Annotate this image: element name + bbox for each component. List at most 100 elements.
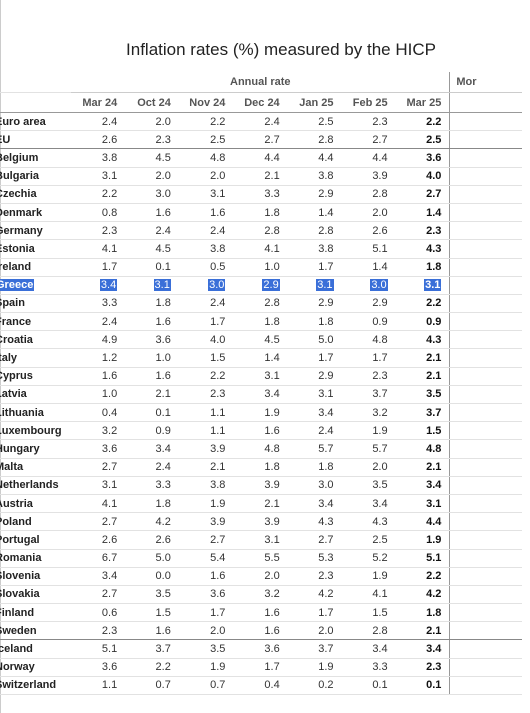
blank-cell — [0, 92, 72, 113]
table-row: Bulgaria 3.1 2.0 2.0 2.1 3.8 3.9 4.0 — [0, 167, 522, 186]
rate-cell: 2.3 — [125, 130, 179, 150]
country-label: Slovenia — [0, 570, 41, 583]
rate-value: 3.4 — [155, 442, 171, 455]
rate-cell: 3.5 — [395, 385, 450, 405]
country-name: Spain — [0, 294, 72, 314]
rate-cell: 3.0 — [341, 276, 396, 295]
rate-cell: 5.7 — [341, 439, 396, 459]
country-name: Czechia — [0, 185, 72, 204]
rate-cell: 5.7 — [287, 439, 342, 459]
country-label: Austria — [0, 497, 33, 510]
rate-cell: 3.1 — [71, 476, 126, 495]
rate-value: 1.5 — [426, 424, 442, 437]
rate-cell: 1.6 — [233, 621, 288, 641]
rate-value: 5.2 — [372, 552, 388, 565]
rate-cell: 3.3 — [341, 658, 396, 677]
rate-cell: 2.9 — [287, 294, 342, 314]
rate-cell: 4.0 — [395, 167, 450, 186]
rate-cell: 2.7 — [178, 530, 234, 550]
rate-cell: 2.3 — [395, 221, 450, 241]
rate-cell: 2.0 — [233, 567, 288, 586]
rate-value: 3.1 — [210, 188, 226, 201]
rate-value: 5.7 — [372, 442, 388, 455]
rate-value: 2.3 — [101, 224, 118, 237]
country-label: Italy — [0, 352, 18, 365]
rate-value: 4.2 — [318, 588, 334, 601]
table-row: Poland 2.7 4.2 3.9 3.9 4.3 4.3 4.4 — [0, 512, 522, 532]
rate-cell: 5.5 — [233, 549, 288, 568]
extra-cell — [449, 421, 522, 441]
rate-cell: 0.2 — [287, 676, 342, 696]
rate-cell: 2.1 — [395, 621, 450, 641]
rate-cell: 1.1 — [178, 403, 234, 423]
rate-value: 2.3 — [426, 224, 442, 237]
rate-value: 3.5 — [155, 588, 171, 601]
rate-value: 3.5 — [426, 388, 442, 401]
country-label: Germany — [0, 224, 43, 237]
rate-cell: 0.9 — [125, 421, 179, 441]
rate-value: 0.5 — [210, 261, 226, 274]
rate-cell: 4.1 — [71, 494, 126, 514]
country-label: Norway — [0, 661, 35, 674]
extra-cell — [449, 639, 522, 659]
country-name: Belgium — [0, 148, 72, 168]
rate-value: 3.6 — [101, 661, 118, 674]
rate-cell: 1.6 — [125, 367, 179, 386]
rate-value: 3.6 — [155, 333, 171, 346]
extra-cell — [449, 221, 522, 241]
rate-cell: 2.7 — [71, 458, 126, 477]
table-row: Spain 3.3 1.8 2.4 2.8 2.9 2.9 2.2 — [0, 294, 522, 314]
country-name: Lithuania — [0, 403, 72, 423]
rate-cell: 3.1 — [178, 185, 234, 204]
country-name: Estonia — [0, 239, 72, 259]
table-row: Greece 3.4 3.1 3.0 2.9 3.1 3.0 3.1 — [0, 276, 522, 295]
rate-cell: 1.2 — [71, 348, 126, 368]
rate-cell: 3.1 — [125, 276, 179, 295]
rate-value: 1.5 — [155, 606, 171, 619]
table-row: EU 2.6 2.3 2.5 2.7 2.8 2.7 2.5 — [0, 130, 522, 150]
table-row: Belgium 3.8 4.5 4.8 4.4 4.4 4.4 3.6 — [0, 148, 522, 168]
extra-cell — [449, 603, 522, 623]
rate-value: 4.8 — [210, 151, 226, 164]
rate-cell: 2.3 — [395, 658, 450, 677]
rate-cell: 2.3 — [71, 621, 126, 641]
rate-cell: 2.4 — [71, 112, 126, 132]
rate-cell: 2.1 — [178, 458, 234, 477]
rate-cell: 2.4 — [178, 294, 234, 314]
rate-value: 1.6 — [210, 206, 226, 219]
rate-value: 2.4 — [101, 315, 118, 328]
rate-value: 4.4 — [264, 151, 280, 164]
rate-value: 3.4 — [426, 643, 442, 656]
rate-cell: 4.4 — [341, 148, 396, 168]
table-row: Croatia 4.9 3.6 4.0 4.5 5.0 4.8 4.3 — [0, 330, 522, 350]
rate-value: 3.9 — [264, 515, 280, 528]
rate-value: 2.4 — [155, 461, 171, 474]
rate-cell: 2.2 — [71, 185, 126, 204]
rate-value: 4.5 — [155, 151, 171, 164]
rate-cell: 0.1 — [125, 258, 179, 277]
rate-value: 3.0 — [208, 279, 226, 292]
rate-value: 4.5 — [155, 242, 171, 255]
extra-cell — [449, 367, 522, 386]
rate-cell: 2.2 — [178, 112, 234, 132]
rate-value: 2.5 — [426, 133, 442, 146]
rate-value: 4.0 — [426, 170, 442, 183]
rate-value: 2.1 — [426, 624, 442, 637]
rate-value: 2.2 — [155, 661, 171, 674]
country-label: Bulgaria — [0, 170, 40, 183]
rate-value: 5.1 — [426, 552, 442, 565]
extra-cell — [449, 348, 522, 368]
rate-value: 2.2 — [210, 115, 226, 128]
extra-column — [449, 92, 522, 113]
rate-value: 1.9 — [372, 424, 388, 437]
rate-value: 4.3 — [372, 515, 388, 528]
country-label: Cyprus — [0, 370, 33, 383]
rate-value: 1.7 — [101, 261, 118, 274]
rate-cell: 2.1 — [395, 367, 450, 386]
rate-cell: 3.1 — [287, 385, 342, 405]
rate-value: 1.7 — [318, 606, 334, 619]
rate-cell: 1.4 — [341, 258, 396, 277]
rate-cell: 3.0 — [125, 185, 179, 204]
rate-value: 1.5 — [372, 606, 388, 619]
